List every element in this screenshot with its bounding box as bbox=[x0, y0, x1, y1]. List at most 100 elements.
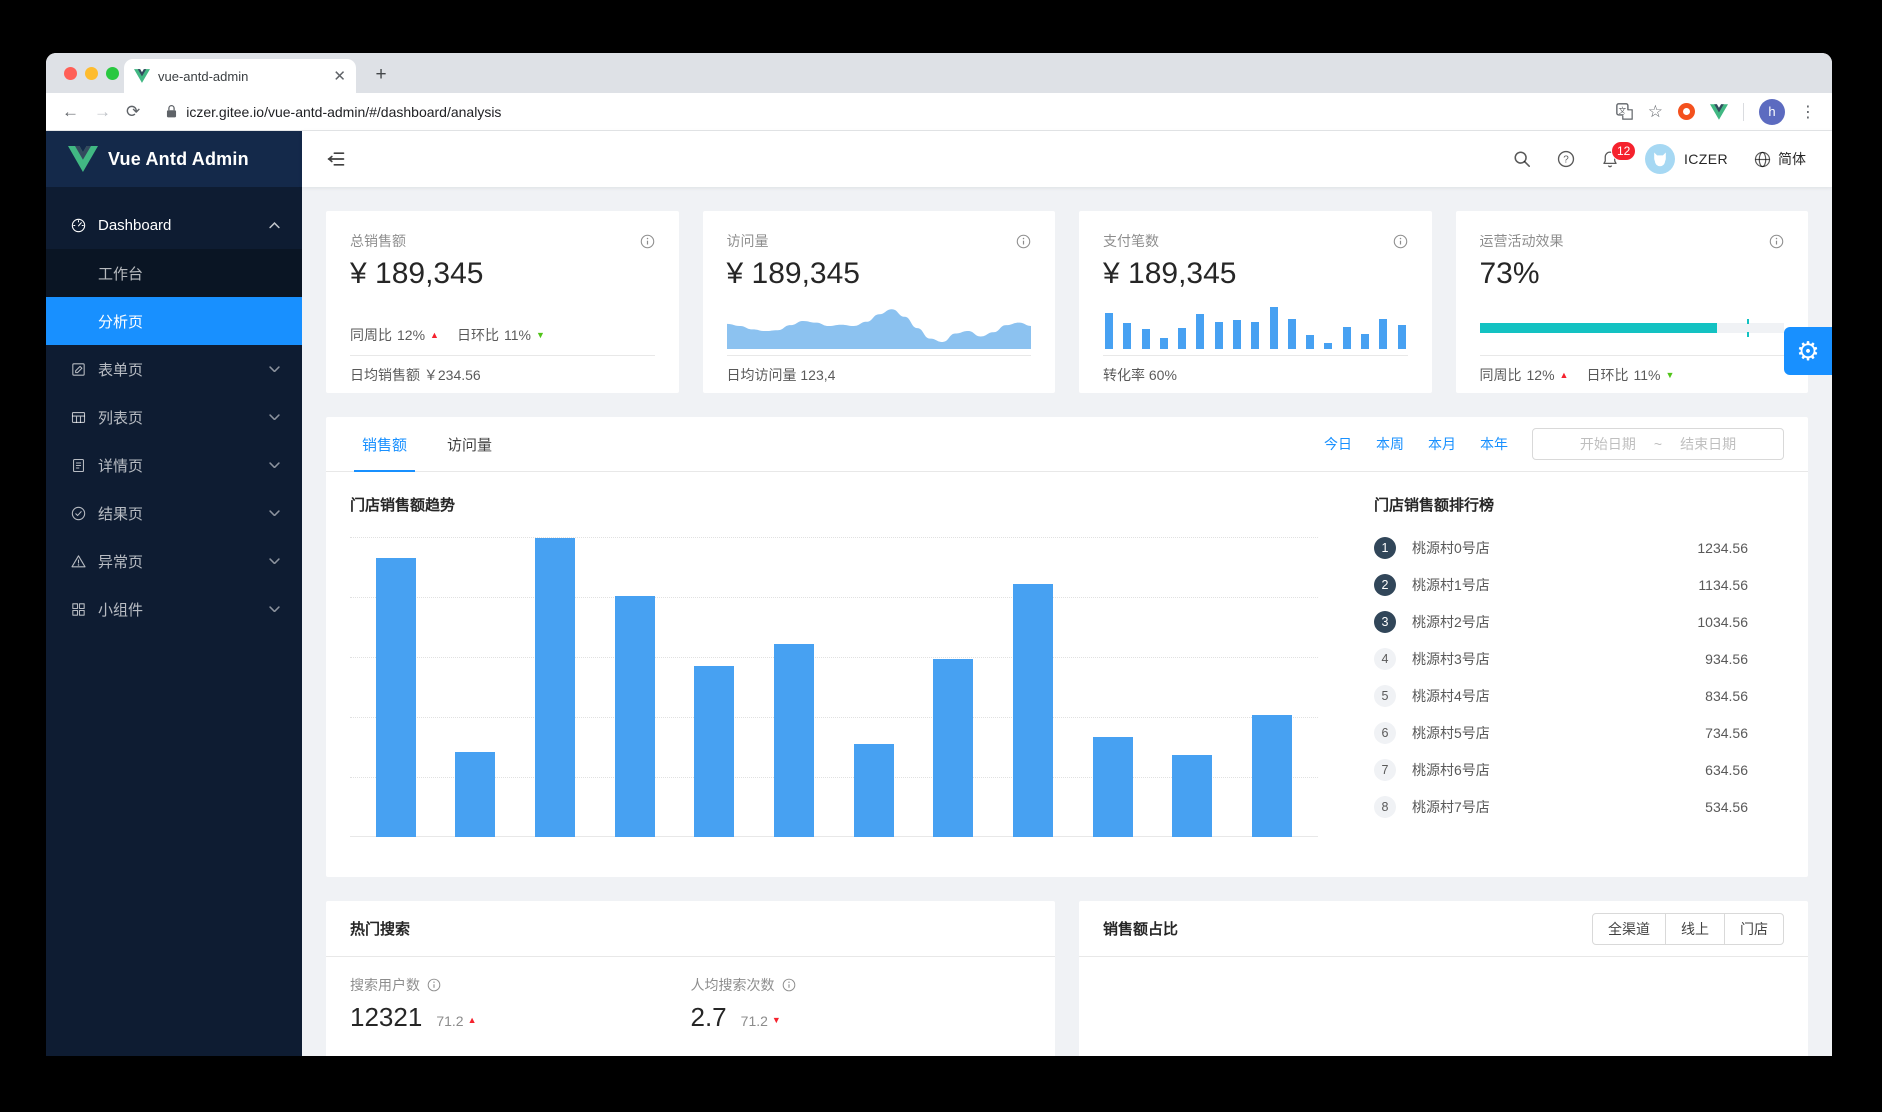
search-icon[interactable] bbox=[1513, 150, 1531, 168]
sidebar: Vue Antd Admin Dashboard 工作台 分析页 表单页 列表页 详情页结… bbox=[46, 131, 302, 1056]
rank-badge: 1 bbox=[1374, 536, 1396, 559]
bar bbox=[1172, 754, 1213, 837]
info-icon[interactable] bbox=[640, 234, 655, 249]
main-column: ? 12 ICZER bbox=[302, 131, 1832, 1056]
browser-profile-avatar[interactable]: h bbox=[1759, 98, 1785, 125]
channel-button-2[interactable]: 门店 bbox=[1724, 912, 1784, 945]
day-trend: 日环比 11% ▼ bbox=[456, 327, 545, 343]
progress-target-marker bbox=[1747, 319, 1750, 337]
detail-icon bbox=[70, 457, 87, 474]
card-footer: 日均销售额 ￥234.56 bbox=[350, 355, 655, 385]
store-name: 桃源村0号店 bbox=[1412, 539, 1490, 556]
range-link-3[interactable]: 本年 bbox=[1480, 436, 1508, 452]
sidebar-item-form[interactable]: 表单页 bbox=[46, 345, 302, 393]
info-icon[interactable] bbox=[427, 978, 441, 992]
mini-bar bbox=[1178, 328, 1187, 349]
username: ICZER bbox=[1684, 151, 1728, 167]
sidebar-item-label: Dashboard bbox=[98, 216, 172, 234]
stat-label: 人均搜索次数 bbox=[690, 977, 775, 993]
bar bbox=[694, 666, 735, 837]
range-link-2[interactable]: 本月 bbox=[1428, 436, 1456, 452]
reload-icon[interactable]: ⟳ bbox=[126, 102, 141, 121]
store-name: 桃源村6号店 bbox=[1412, 761, 1490, 778]
hot-search-title: 热门搜索 bbox=[350, 921, 411, 938]
sales-trend-card: 销售额 访问量 今日 本周 本月 本年 开始日期 ~ 结束日期 bbox=[326, 417, 1808, 877]
channel-segmented-control: 全渠道 线上 门店 bbox=[1592, 912, 1784, 945]
sidebar-item-result[interactable]: 结果页 bbox=[46, 489, 302, 537]
minimize-window-button[interactable] bbox=[85, 67, 98, 80]
settings-fab[interactable]: ⚙ bbox=[1784, 327, 1832, 375]
bar bbox=[375, 558, 416, 837]
mini-bar bbox=[1306, 334, 1315, 349]
fullscreen-window-button[interactable] bbox=[106, 67, 119, 80]
help-icon[interactable]: ? bbox=[1557, 150, 1575, 168]
info-icon[interactable] bbox=[1393, 234, 1408, 249]
range-link-0[interactable]: 今日 bbox=[1324, 436, 1352, 452]
user-menu[interactable]: ICZER bbox=[1645, 144, 1728, 174]
form-icon bbox=[70, 361, 87, 378]
week-trend: 同周比 12% ▲ bbox=[1479, 367, 1569, 383]
card-total: ¥ 189,345 bbox=[1103, 257, 1237, 290]
date-range-picker[interactable]: 开始日期 ~ 结束日期 bbox=[1532, 428, 1784, 460]
ranking-row: 5 桃源村4号店 834.56 bbox=[1374, 677, 1748, 714]
browser-tab[interactable]: vue-antd-admin ✕ bbox=[124, 59, 356, 93]
stat-label: 搜索用户数 bbox=[350, 977, 420, 993]
forward-icon[interactable]: → bbox=[94, 102, 111, 121]
channel-button-1[interactable]: 线上 bbox=[1665, 912, 1725, 945]
toolbar-right: 文 ☆ h ⋮ bbox=[1615, 98, 1816, 125]
sidebar-item-exception[interactable]: 异常页 bbox=[46, 537, 302, 585]
card-effect: 运营活动效果 73% bbox=[1455, 211, 1808, 393]
new-tab-button[interactable]: + bbox=[375, 64, 387, 85]
tab-title: vue-antd-admin bbox=[158, 68, 249, 84]
caret-up-icon: ▲ bbox=[430, 329, 439, 340]
store-name: 桃源村3号店 bbox=[1412, 650, 1490, 667]
mini-bar bbox=[1324, 343, 1333, 349]
bookmark-star-icon[interactable]: ☆ bbox=[1647, 102, 1663, 121]
info-icon[interactable] bbox=[1769, 234, 1784, 249]
card-footer: 日均访问量 123,4 bbox=[726, 355, 1031, 385]
vue-devtools-icon[interactable] bbox=[1710, 103, 1728, 120]
menu-fold-icon[interactable] bbox=[326, 149, 346, 169]
store-value: 1034.56 bbox=[1697, 613, 1748, 630]
extension-icon[interactable] bbox=[1678, 103, 1695, 120]
result-icon bbox=[70, 505, 87, 522]
channel-button-0[interactable]: 全渠道 bbox=[1592, 912, 1666, 945]
sidebar-item-widgets[interactable]: 小组件 bbox=[46, 585, 302, 633]
tab-close-icon[interactable]: ✕ bbox=[333, 67, 346, 85]
notification-badge: 12 bbox=[1611, 140, 1637, 161]
tab-sales[interactable]: 销售额 bbox=[342, 417, 427, 472]
range-link-1[interactable]: 本周 bbox=[1376, 436, 1404, 452]
back-icon[interactable]: ← bbox=[62, 102, 79, 121]
app-logo[interactable]: Vue Antd Admin bbox=[46, 131, 302, 187]
sidebar-item-workbench[interactable]: 工作台 bbox=[46, 249, 302, 297]
info-icon[interactable] bbox=[1016, 234, 1031, 249]
globe-icon bbox=[1754, 151, 1771, 168]
widgets-icon bbox=[70, 601, 87, 618]
language-switcher[interactable]: 简体 bbox=[1754, 149, 1806, 169]
card-footer: 转化率 60% bbox=[1103, 355, 1408, 385]
sidebar-item-list[interactable]: 列表页 bbox=[46, 393, 302, 441]
browser-menu-icon[interactable]: ⋮ bbox=[1800, 103, 1816, 121]
caret-down-icon: ▼ bbox=[771, 1015, 781, 1026]
close-window-button[interactable] bbox=[64, 67, 77, 80]
page-content: 总销售额 ¥ 189,345 同周比 12% bbox=[302, 187, 1832, 1056]
chevron-up-icon bbox=[269, 221, 280, 229]
gear-icon: ⚙ bbox=[1796, 335, 1820, 366]
sidebar-item-detail[interactable]: 详情页 bbox=[46, 441, 302, 489]
caret-down-icon: ▼ bbox=[535, 329, 545, 340]
tab-visits[interactable]: 访问量 bbox=[447, 436, 493, 454]
stat-trend: 71.2 ▲ bbox=[436, 1012, 477, 1029]
dashboard-submenu: 工作台 分析页 bbox=[46, 249, 302, 345]
list-icon bbox=[70, 409, 87, 426]
store-value: 634.56 bbox=[1705, 761, 1748, 778]
stat-trend: 71.2 ▼ bbox=[740, 1012, 781, 1029]
notification-bell[interactable]: 12 bbox=[1601, 140, 1637, 169]
ranking-row: 2 桃源村1号店 1134.56 bbox=[1374, 566, 1748, 603]
rank-badge: 4 bbox=[1374, 647, 1396, 670]
sidebar-item-analysis[interactable]: 分析页 bbox=[46, 297, 302, 345]
translate-icon[interactable]: 文 bbox=[1615, 103, 1633, 120]
sidebar-item-dashboard[interactable]: Dashboard bbox=[46, 201, 302, 249]
address-bar[interactable]: iczer.gitee.io/vue-antd-admin/#/dashboar… bbox=[165, 104, 1601, 120]
rank-badge: 3 bbox=[1374, 610, 1396, 633]
info-icon[interactable] bbox=[782, 978, 796, 992]
